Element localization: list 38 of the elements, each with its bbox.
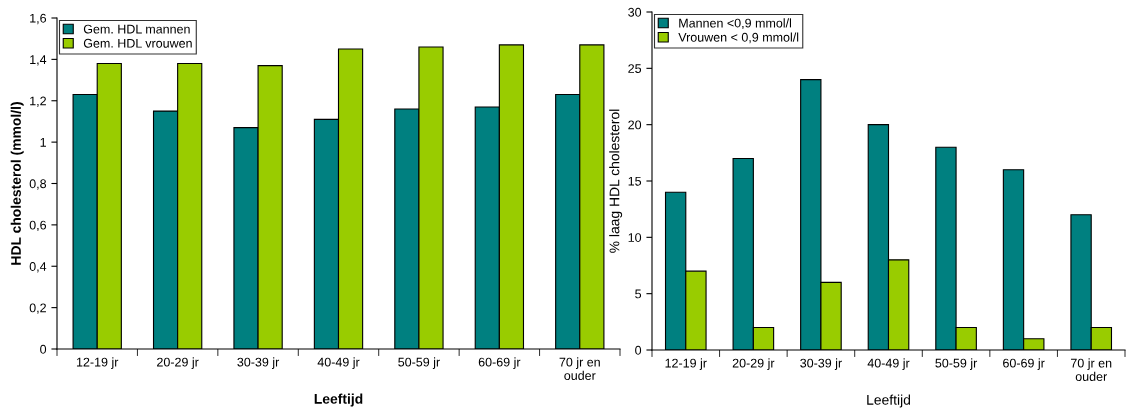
x-tick-label: 12-19 jr <box>665 358 707 370</box>
x-tick-label: 60-69 jr <box>478 357 521 369</box>
x-tick-label: 30-39 jr <box>237 357 280 369</box>
y-tick-label: 30 <box>628 7 642 17</box>
x-tick-label: 50-59 jr <box>935 358 978 370</box>
y-tick-label: 5 <box>635 289 642 299</box>
x-tick-label: 20-29 jr <box>732 358 775 370</box>
y-tick-label: 1,4 <box>30 55 47 66</box>
y-tick-label: 1 <box>40 138 46 147</box>
x-tick-label: 60-69 jr <box>1003 358 1045 370</box>
x-axis-title: Leeftijd <box>314 393 363 407</box>
y-tick-label: 15 <box>628 176 642 186</box>
x-tick-label: 12-19 jr <box>76 357 119 369</box>
x-tick-label: 40-49 jr <box>867 358 910 370</box>
y-tick-label: 0,6 <box>29 220 47 231</box>
legend-label: Gem. HDL vrouwen <box>83 38 192 48</box>
y-tick-label: 0 <box>635 345 642 355</box>
y-tick-label: 10 <box>628 233 642 242</box>
y-tick-label: 0,2 <box>29 303 46 314</box>
x-axis-title: Leeftijd <box>867 394 910 408</box>
x-tick-label: 30-39 jr <box>800 358 842 370</box>
x-tick-label: 70 jr en ouder <box>559 357 600 380</box>
y-tick-label: 1,2 <box>30 96 46 107</box>
y-tick-label: 1,6 <box>30 13 47 25</box>
x-tick-label: 20-29 jr <box>157 357 199 369</box>
x-tick-label: 70 jr en ouder <box>1071 358 1112 381</box>
y-tick-label: 0 <box>40 344 47 354</box>
y-axis-title: % laag HDL cholesterol <box>609 109 623 253</box>
x-tick-label: 40-49 jr <box>317 357 360 369</box>
y-tick-label: 20 <box>628 120 642 130</box>
y-tick-label: 0,8 <box>29 179 47 190</box>
y-tick-label: 0,4 <box>29 262 47 273</box>
x-tick-label: 50-59 jr <box>398 357 440 369</box>
y-axis-title: HDL cholesterol (mmol/l) <box>10 102 24 265</box>
legend-label: Mannen <0,9 mmol/l <box>679 18 792 29</box>
legend-label: Vrouwen < 0,9 mmol/l <box>678 32 799 44</box>
legend-label: Gem. HDL mannen <box>83 24 190 34</box>
y-tick-label: 25 <box>628 64 642 73</box>
